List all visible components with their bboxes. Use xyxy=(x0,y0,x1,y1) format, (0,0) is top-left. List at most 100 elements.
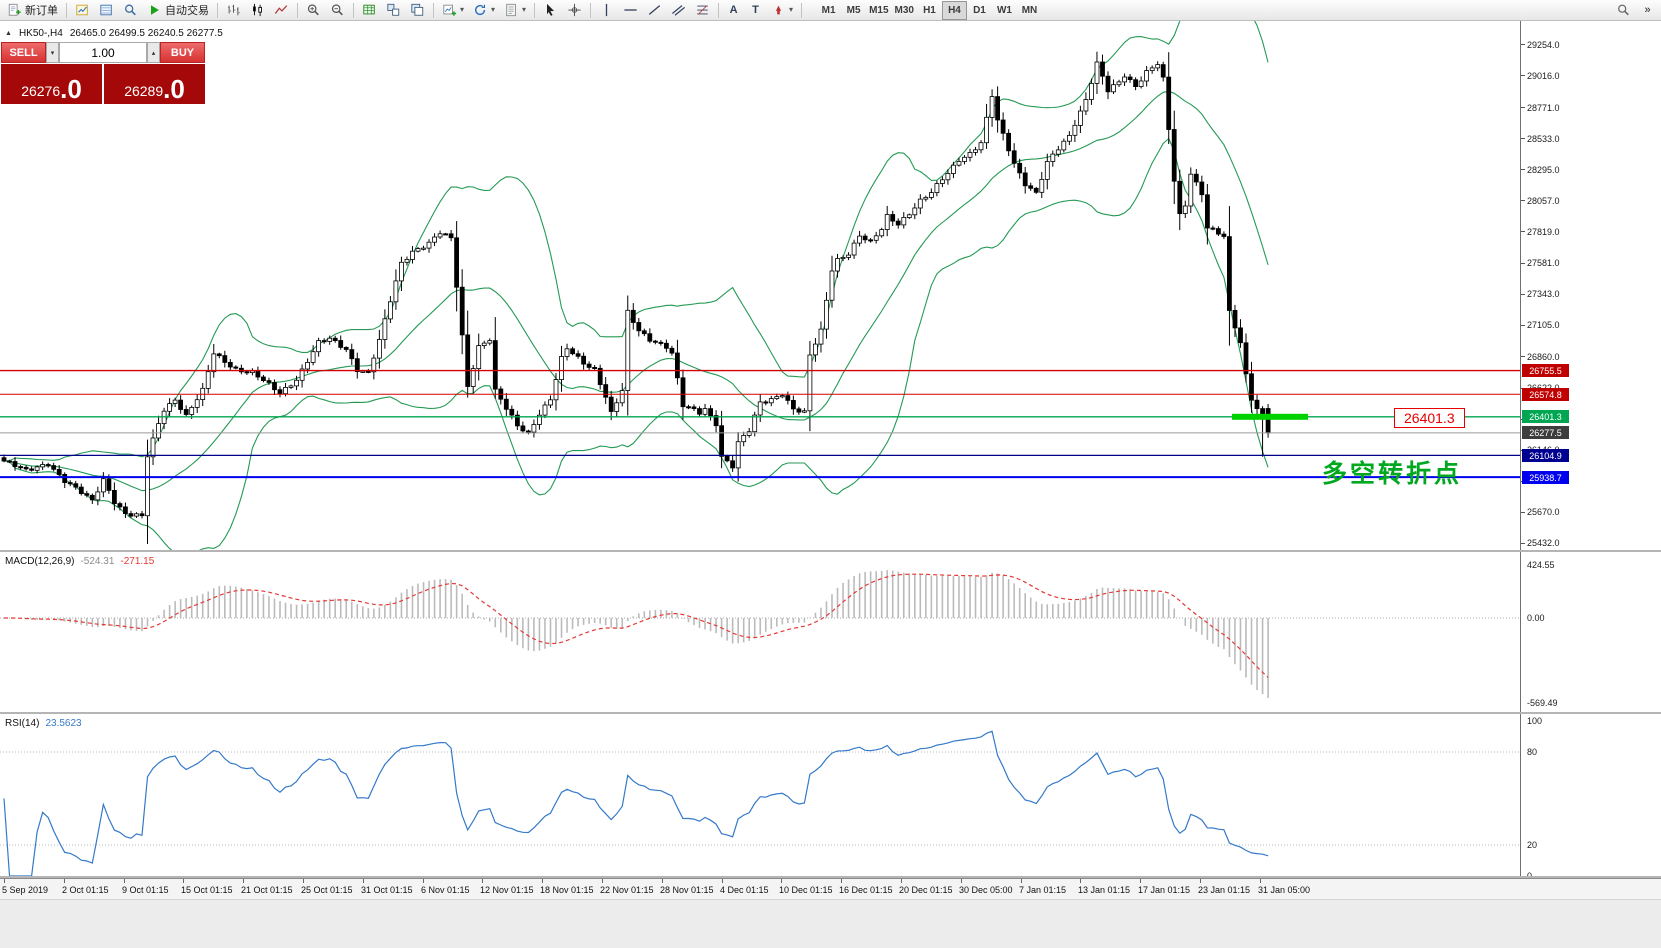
time-axis[interactable]: 5 Sep 2019 2 Oct 01:15 9 Oct 01:15 15 Oct 0… xyxy=(0,878,1661,899)
toolbar-overflow-button[interactable]: » xyxy=(1637,1,1658,20)
time-axis-label: 21 Oct 01:15 xyxy=(241,885,293,895)
time-axis-label: 25 Oct 01:15 xyxy=(301,885,353,895)
price-axis-label: 29016.0 xyxy=(1527,71,1560,81)
indicator-axis-label: 424.55 xyxy=(1527,560,1555,570)
time-axis-tick xyxy=(781,879,782,883)
time-axis-tick xyxy=(1080,879,1081,883)
search-button[interactable] xyxy=(1612,1,1635,20)
trendline-tool-button[interactable] xyxy=(643,1,666,20)
indicators-button[interactable] xyxy=(358,1,381,20)
templates-button[interactable]: ▾ xyxy=(500,1,530,20)
buy-button[interactable]: BUY xyxy=(160,42,205,63)
macd-canvas[interactable] xyxy=(0,552,1520,712)
arrow-tool-icon xyxy=(775,5,782,15)
time-axis-label: 28 Nov 01:15 xyxy=(660,885,714,895)
time-axis-tick xyxy=(722,879,723,883)
turning-point-annotation[interactable]: 多空转折点 xyxy=(1322,460,1463,488)
toolbar-separator xyxy=(217,2,218,18)
price-axis-tick xyxy=(1521,138,1525,139)
chart-ohlc-header: ▲ HK50-,H4 26465.0 26499.5 26240.5 26277… xyxy=(5,28,223,39)
price-axis-label: 28771.0 xyxy=(1527,103,1560,113)
horizontal-line-tool-button[interactable] xyxy=(619,1,642,20)
timeframe-d1-button[interactable]: D1 xyxy=(967,1,992,20)
timeframe-m30-button[interactable]: M30 xyxy=(892,1,917,20)
new-chart-icon xyxy=(443,4,457,16)
new-chart-button[interactable]: ▾ xyxy=(438,1,468,20)
cursor-tool-button[interactable] xyxy=(539,1,562,20)
toolbar-separator xyxy=(590,2,592,18)
toolbar-right-group: » xyxy=(1612,1,1658,20)
market-watch-button[interactable] xyxy=(71,1,94,20)
pane-splitter[interactable] xyxy=(0,876,1661,878)
buy-price-main: 26289 xyxy=(124,83,164,99)
macd-label-row: MACD(12,26,9) -524.31 -271.15 xyxy=(5,556,154,567)
pane-splitter[interactable] xyxy=(0,712,1661,714)
autotrading-button[interactable]: 自动交易 xyxy=(143,1,213,20)
sell-price-display[interactable]: 26276.0 xyxy=(1,64,102,104)
price-marker-box: 26277.5 xyxy=(1522,426,1569,439)
volume-decrease-button[interactable]: ▾ xyxy=(46,42,59,63)
line-chart-icon xyxy=(274,5,288,14)
time-axis-label: 16 Dec 01:15 xyxy=(839,885,893,895)
candlestick-chart-icon xyxy=(253,3,262,17)
crosshair-icon xyxy=(568,3,581,17)
pane-splitter[interactable] xyxy=(0,550,1661,552)
timeframe-h1-button[interactable]: H1 xyxy=(917,1,942,20)
timeframe-m15-button[interactable]: M15 xyxy=(866,1,891,20)
price-axis-label: 26860.0 xyxy=(1527,352,1560,362)
timeframe-w1-button[interactable]: W1 xyxy=(992,1,1017,20)
main-chart-canvas[interactable] xyxy=(0,21,1520,550)
data-window-button[interactable] xyxy=(95,1,118,20)
trade-panel-toggle-icon[interactable]: ▲ xyxy=(5,30,12,37)
time-axis-label: 30 Dec 05:00 xyxy=(959,885,1013,895)
candlestick-series xyxy=(1,51,1271,544)
bar-chart-button[interactable] xyxy=(222,1,245,20)
price-level-flag[interactable]: 26401.3 xyxy=(1394,408,1465,428)
rsi-canvas[interactable] xyxy=(0,714,1520,876)
crosshair-tool-button[interactable] xyxy=(563,1,586,20)
timeframe-m5-button[interactable]: M5 xyxy=(841,1,866,20)
tile-windows-button[interactable] xyxy=(382,1,405,20)
trendline-highlight[interactable] xyxy=(1232,413,1308,420)
volume-increase-button[interactable]: ▴ xyxy=(147,42,160,63)
time-axis-tick xyxy=(1021,879,1022,883)
candlestick-chart-button[interactable] xyxy=(246,1,269,20)
timeframe-m1-button[interactable]: M1 xyxy=(816,1,841,20)
timeframe-h4-button[interactable]: H4 xyxy=(941,0,967,20)
volume-input[interactable] xyxy=(59,42,147,63)
timeframe-mn-button[interactable]: MN xyxy=(1017,1,1042,20)
ohlc-values: 26465.0 26499.5 26240.5 26277.5 xyxy=(69,28,223,39)
vertical-line-tool-button[interactable] xyxy=(595,1,618,20)
time-axis-label: 13 Jan 01:15 xyxy=(1078,885,1131,895)
chart-profiles-button[interactable]: ▾ xyxy=(469,1,499,20)
toolbar: 新订单 自动交易 ▾ ▾ ▾ A T xyxy=(0,0,1661,21)
zoom-in-button[interactable] xyxy=(302,1,325,20)
new-order-button[interactable]: 新订单 xyxy=(3,1,62,20)
price-axis-tick xyxy=(1521,169,1525,170)
text-label-tool-button[interactable]: T xyxy=(745,1,766,20)
price-marker-box: 26574.8 xyxy=(1522,388,1569,401)
text-tool-button[interactable]: A xyxy=(723,1,744,20)
arrows-tool-button[interactable]: ▾ xyxy=(767,1,797,20)
time-axis-tick xyxy=(124,879,125,883)
time-axis-label: 12 Nov 01:15 xyxy=(480,885,534,895)
price-axis-label: 25670.0 xyxy=(1527,507,1560,517)
zoom-out-button[interactable] xyxy=(326,1,349,20)
cascade-windows-button[interactable] xyxy=(406,1,429,20)
channel-tool-button[interactable] xyxy=(667,1,690,20)
time-axis-label: 15 Oct 01:15 xyxy=(181,885,233,895)
price-axis[interactable]: 29254.0 29016.0 28771.0 28533.0 28295.0 28057… xyxy=(1520,21,1661,881)
line-chart-button[interactable] xyxy=(270,1,293,20)
horizontal-level-lines[interactable] xyxy=(0,369,1520,479)
buy-price-display[interactable]: 26289.0 xyxy=(104,64,205,104)
chevron-down-icon: ▾ xyxy=(789,5,794,14)
fibonacci-tool-button[interactable] xyxy=(691,1,714,20)
time-axis-label: 18 Nov 01:15 xyxy=(540,885,594,895)
indicator-axis-label: 80 xyxy=(1527,747,1538,757)
sell-button[interactable]: SELL xyxy=(1,42,46,63)
strategy-tester-button[interactable] xyxy=(119,1,142,20)
fibonacci-icon xyxy=(697,5,708,15)
time-axis-tick xyxy=(183,879,184,883)
vertical-line-icon xyxy=(605,3,608,17)
